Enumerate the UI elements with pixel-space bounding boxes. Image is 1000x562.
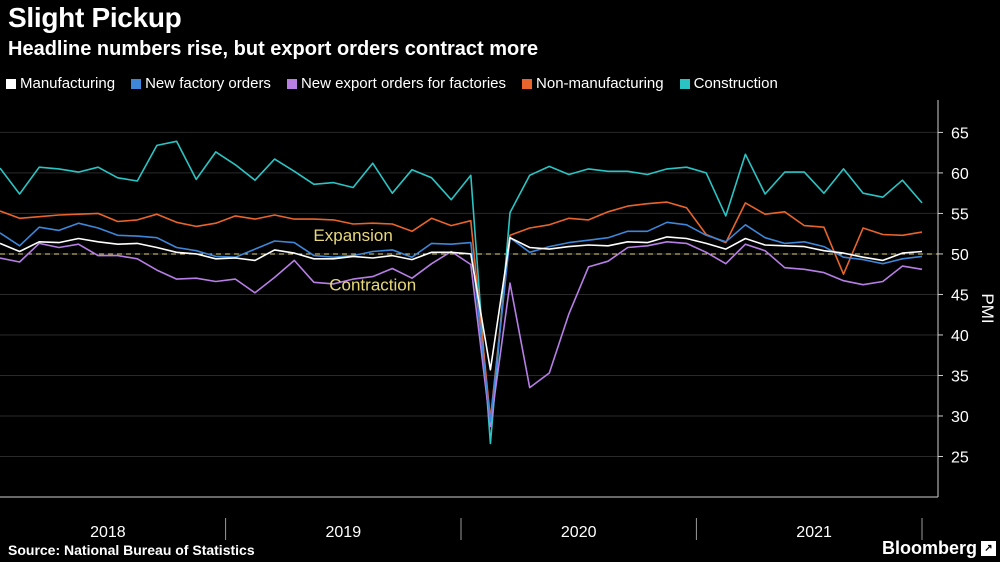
y-tick-label: 40 (951, 328, 969, 345)
legend-label-construction: Construction (693, 75, 778, 92)
legend: Manufacturing New factory orders New exp… (6, 75, 778, 92)
y-axis-title: PMI (978, 293, 997, 323)
y-tick-label: 55 (951, 206, 969, 223)
legend-swatch-construction (679, 78, 690, 89)
x-year-label: 2018 (90, 524, 126, 541)
legend-swatch-manufacturing (6, 78, 16, 89)
brand-logo: Bloomberg ↗ (882, 538, 996, 559)
legend-swatch-new-factory-orders (131, 78, 142, 89)
legend-item-non-manufacturing: Non-manufacturing (522, 75, 664, 92)
brand-name: Bloomberg (881, 538, 977, 558)
annotation-expansion: Expansion (313, 226, 392, 245)
legend-label-new-factory-orders: New factory orders (145, 75, 271, 92)
series-line-new-export-orders-for-factories (0, 241, 923, 428)
legend-swatch-non-manufacturing (522, 78, 533, 89)
legend-item-new-export-orders: New export orders for factories (286, 75, 507, 92)
series-line-new-factory-orders (0, 221, 923, 423)
y-tick-label: 45 (951, 287, 969, 304)
y-tick-label: 65 (951, 125, 969, 142)
y-tick-label: 25 (951, 449, 969, 466)
source-note: Source: National Bureau of Statistics (8, 542, 255, 558)
series-line-construction (0, 140, 923, 445)
legend-item-construction: Construction (679, 75, 778, 92)
legend-swatch-new-export-orders (286, 78, 297, 89)
x-year-label: 2019 (326, 524, 362, 541)
y-tick-label: 30 (951, 409, 969, 426)
legend-item-new-factory-orders: New factory orders (131, 75, 271, 92)
expand-icon: ↗ (981, 541, 996, 556)
x-year-label: 2020 (561, 524, 597, 541)
y-tick-label: 35 (951, 368, 969, 385)
legend-label-non-manufacturing: Non-manufacturing (536, 75, 664, 92)
x-year-label: 2021 (796, 524, 832, 541)
series-line-non-manufacturing (0, 201, 923, 421)
legend-label-manufacturing: Manufacturing (20, 75, 116, 92)
series-line-manufacturing (0, 236, 923, 371)
y-tick-label: 60 (951, 166, 969, 183)
page-subtitle: Headline numbers rise, but export orders… (8, 38, 539, 60)
page-title: Slight Pickup (8, 2, 182, 33)
legend-item-manufacturing: Manufacturing (6, 75, 115, 92)
y-tick-label: 50 (951, 247, 969, 264)
annotation-contraction: Contraction (329, 275, 416, 294)
legend-label-new-export-orders: New export orders for factories (300, 75, 507, 92)
